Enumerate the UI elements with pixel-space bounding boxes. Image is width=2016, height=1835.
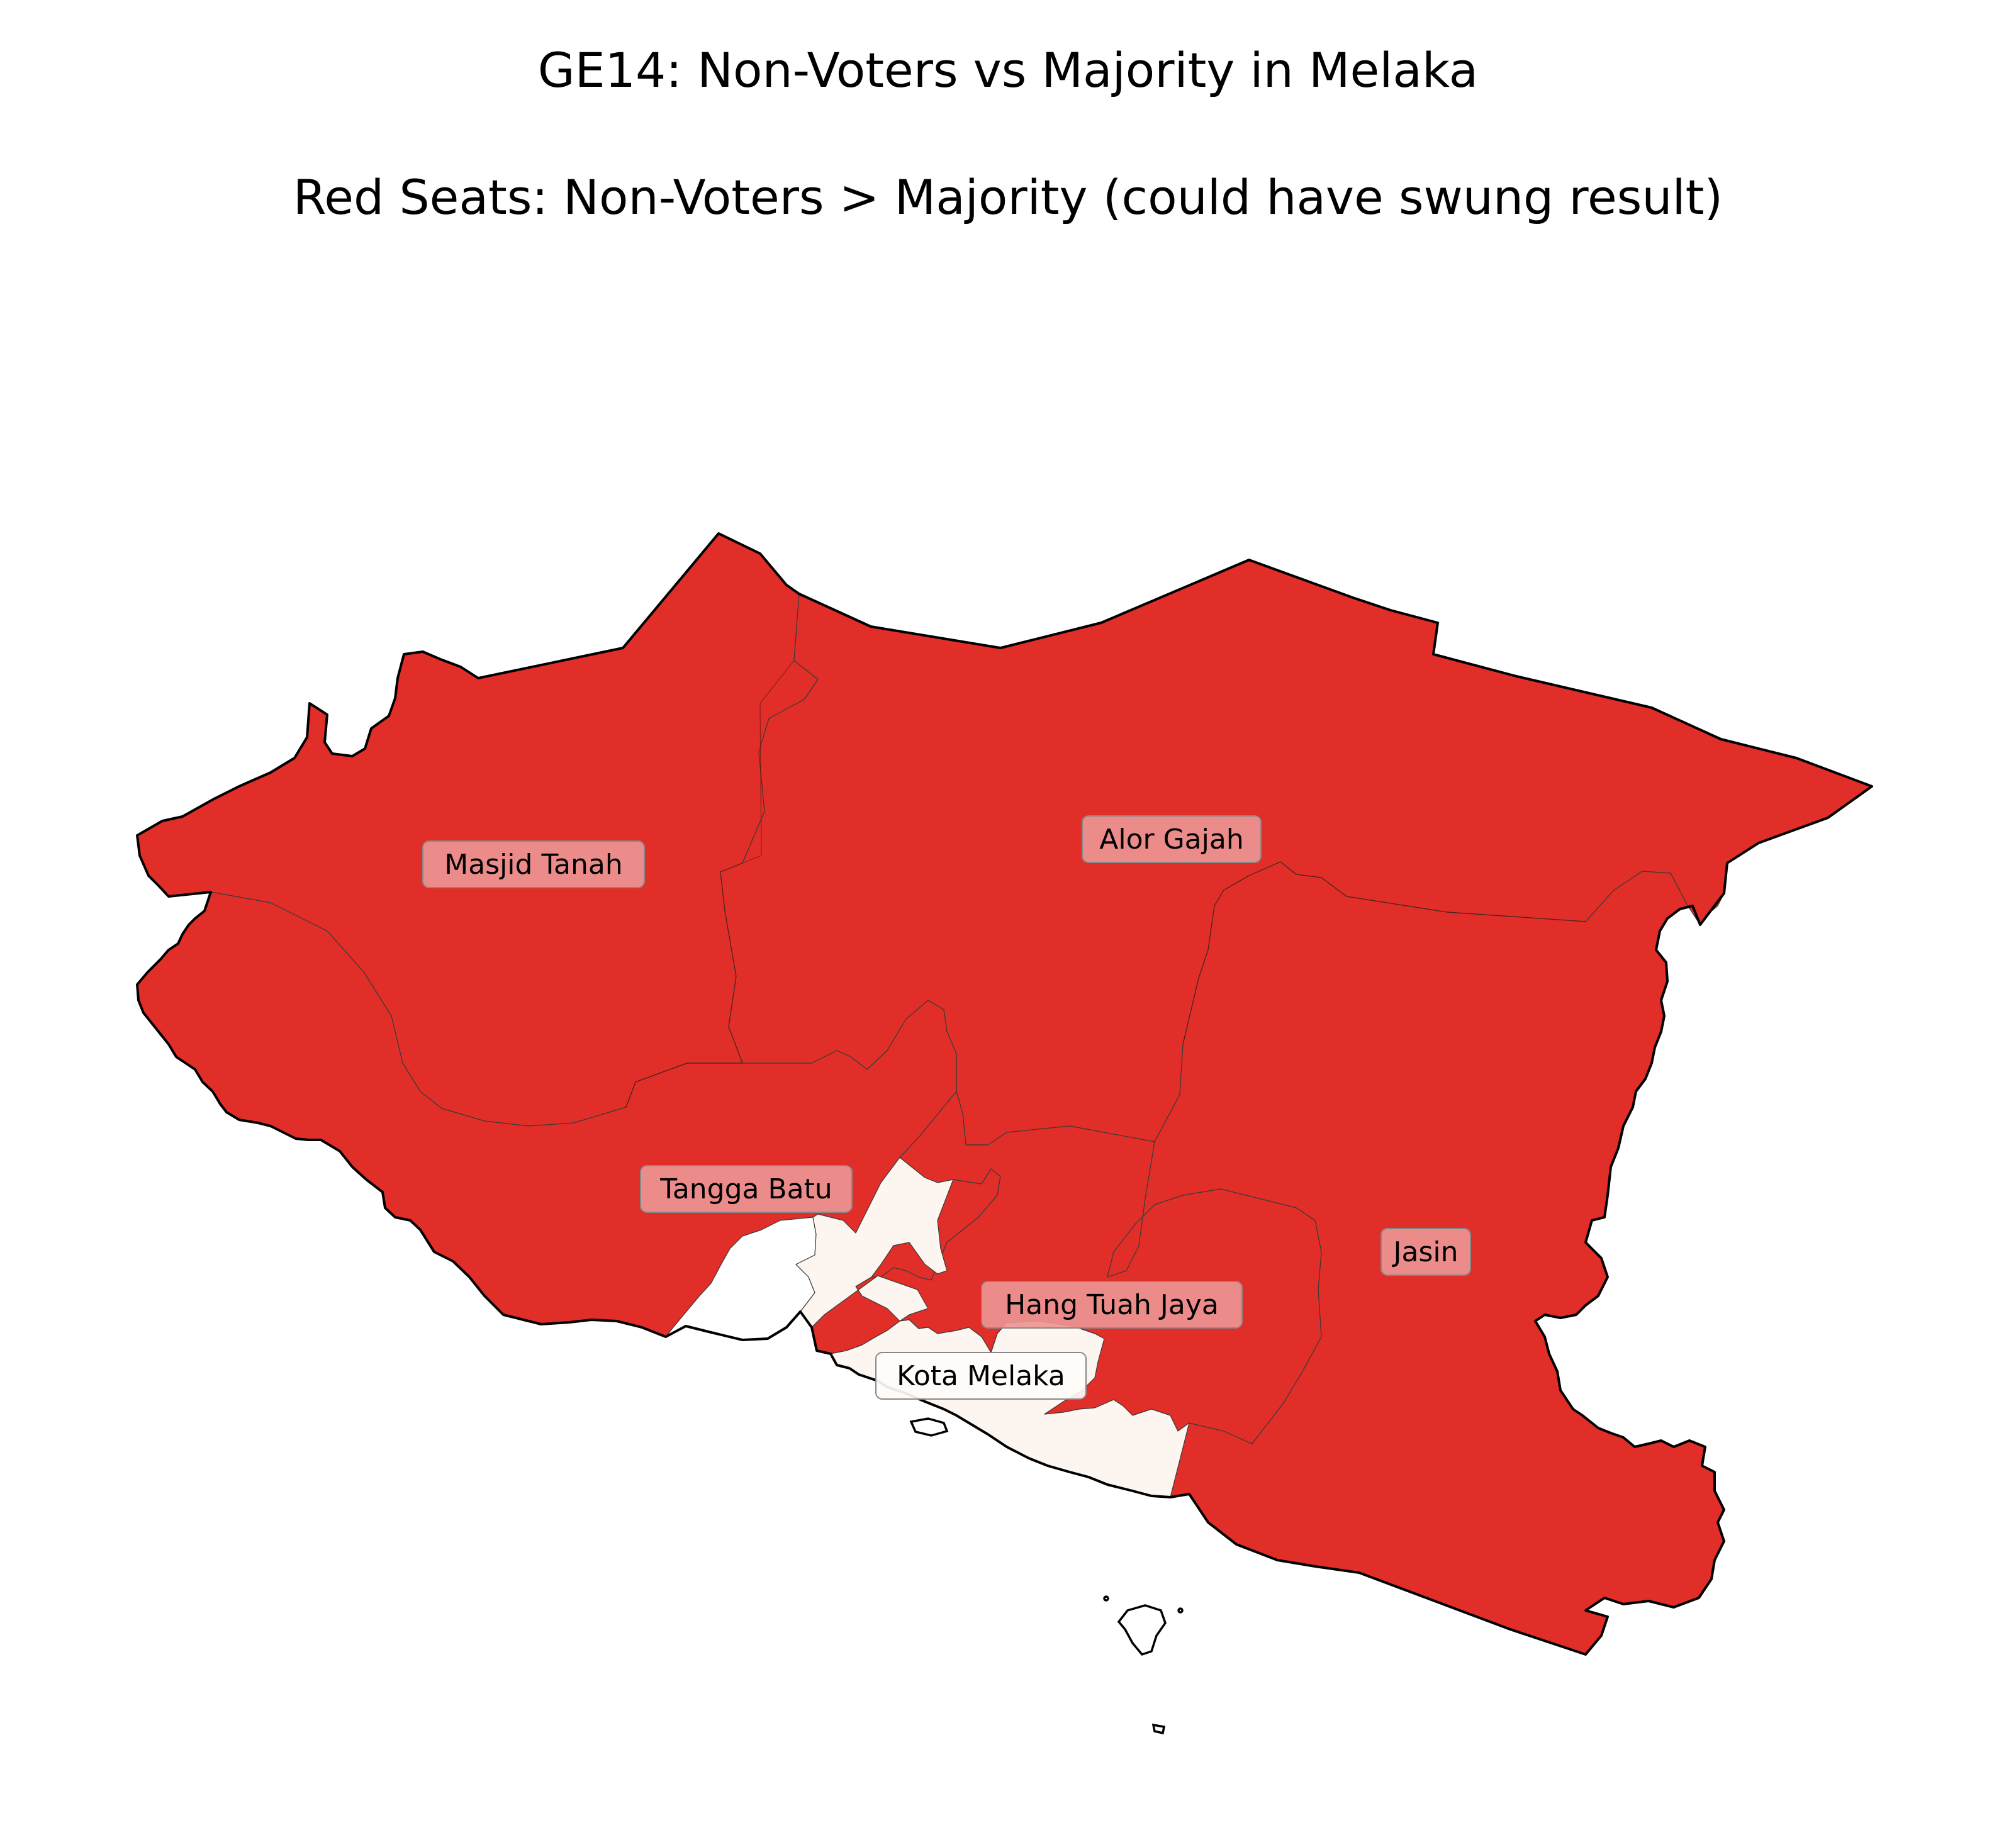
seat-labels: Masjid Tanah Alor Gajah Tangga Batu Jasi… (422, 815, 1471, 1400)
label-hang-tuah-jaya: Hang Tuah Jaya (981, 1281, 1243, 1329)
island-near-coast (909, 1417, 949, 1437)
label-text-masjid-tanah: Masjid Tanah (444, 849, 623, 881)
island-south (1117, 1604, 1167, 1656)
seat-area-kota-melaka[interactable] (795, 1157, 1190, 1498)
label-kota-melaka: Kota Melaka (875, 1352, 1087, 1400)
state-outline (136, 532, 1873, 1656)
map-subtitle: Red Seats: Non-Voters > Majority (could … (293, 169, 1723, 225)
seat-polygons (137, 533, 1873, 1655)
label-text-alor-gajah: Alor Gajah (1099, 823, 1243, 856)
label-text-hang-tuah-jaya: Hang Tuah Jaya (1005, 1289, 1219, 1321)
label-tangga-batu: Tangga Batu (640, 1165, 853, 1213)
label-text-kota-melaka: Kota Melaka (897, 1360, 1065, 1392)
map-title: GE14: Non-Voters vs Majority in Melaka (538, 42, 1479, 98)
island-far-south (1151, 1723, 1166, 1735)
label-jasin: Jasin (1380, 1228, 1471, 1276)
label-masjid-tanah: Masjid Tanah (422, 840, 645, 888)
label-text-tangga-batu: Tangga Batu (659, 1173, 832, 1205)
label-alor-gajah: Alor Gajah (1082, 815, 1262, 863)
internal-boundaries (625, 660, 1586, 1108)
islands (909, 1417, 1184, 1735)
label-text-jasin: Jasin (1392, 1236, 1459, 1268)
islet-dot-2 (1177, 1607, 1184, 1614)
islet-dot-1 (1103, 1595, 1109, 1602)
